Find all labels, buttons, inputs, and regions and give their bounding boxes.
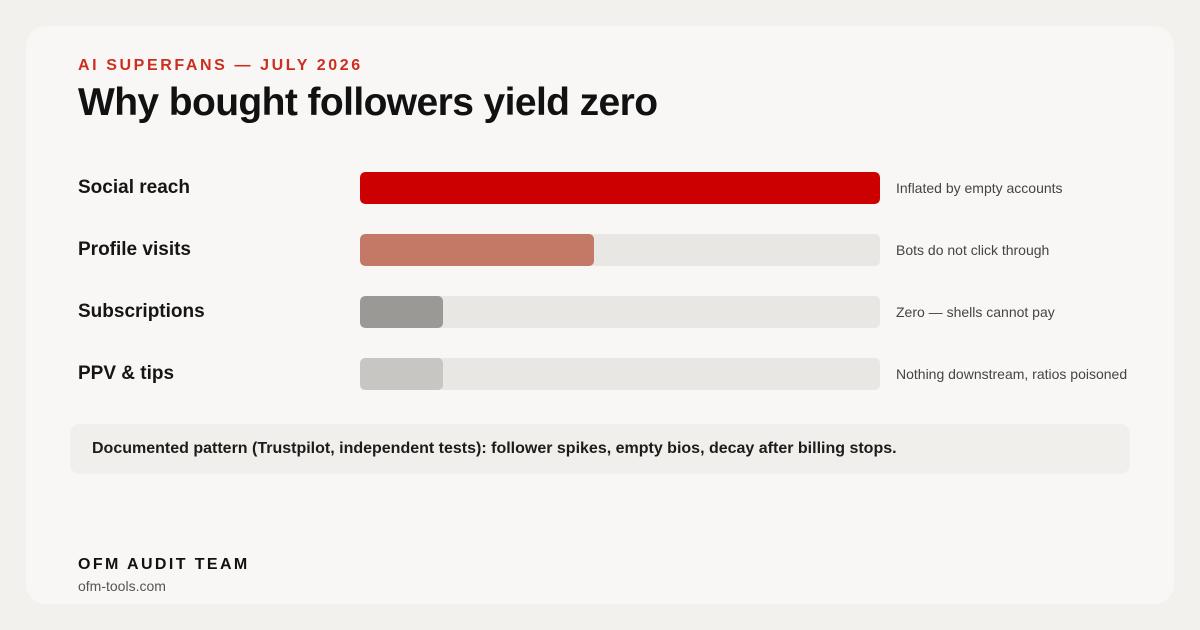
- bar-subscriptions: [360, 296, 443, 328]
- bar-note: Zero — shells cannot pay: [896, 304, 1055, 320]
- category-label: Profile visits: [78, 239, 191, 260]
- bar-track: [360, 358, 880, 390]
- summary-card: AI SUPERFANS — JULY 2026 Why bought foll…: [26, 26, 1174, 604]
- category-label: Subscriptions: [78, 301, 205, 322]
- chart-row-social-reach: Social reach Inflated by empty accounts: [78, 171, 1158, 205]
- bar-track: [360, 172, 880, 204]
- bar-ppv-tips: [360, 358, 443, 390]
- bar-social-reach: [360, 172, 880, 204]
- chart-row-ppv-tips: PPV & tips Nothing downstream, ratios po…: [78, 357, 1158, 391]
- footer-site: ofm-tools.com: [78, 578, 166, 594]
- chart-row-subscriptions: Subscriptions Zero — shells cannot pay: [78, 295, 1158, 329]
- bar-note: Nothing downstream, ratios poisoned: [896, 366, 1128, 382]
- bar-profile-visits: [360, 234, 594, 266]
- category-label: PPV & tips: [78, 363, 175, 384]
- bar-note: Bots do not click through: [896, 242, 1050, 258]
- evidence-callout: Documented pattern (Trustpilot, independ…: [70, 424, 1130, 474]
- page-title: Why bought followers yield zero: [78, 81, 658, 124]
- bar-track: [360, 296, 880, 328]
- bar-note: Inflated by empty accounts: [896, 180, 1063, 196]
- bar-track: [360, 234, 880, 266]
- kicker-label: AI SUPERFANS — JULY 2026: [78, 57, 363, 74]
- category-label: Social reach: [78, 177, 190, 198]
- footer-team: OFM AUDIT TEAM: [78, 556, 250, 573]
- chart-row-profile-visits: Profile visits Bots do not click through: [78, 233, 1158, 267]
- callout-text: Documented pattern (Trustpilot, independ…: [92, 440, 897, 457]
